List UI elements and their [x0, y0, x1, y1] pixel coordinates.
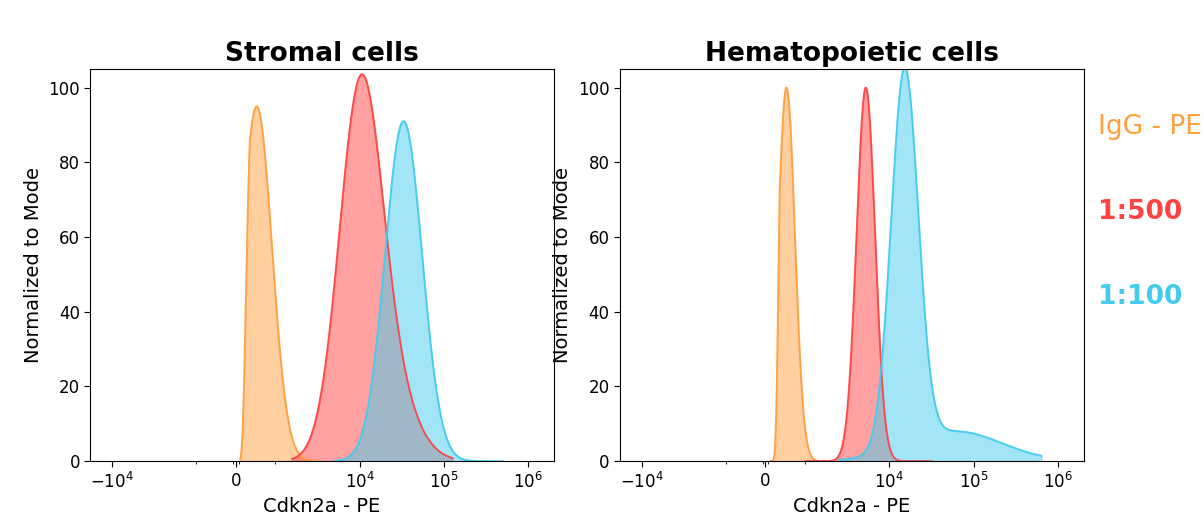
Text: 1:500: 1:500	[1098, 199, 1182, 225]
Text: IgG - PE: IgG - PE	[1098, 114, 1202, 140]
X-axis label: Cdkn2a - PE: Cdkn2a - PE	[793, 497, 910, 516]
Title: Stromal cells: Stromal cells	[225, 41, 419, 67]
X-axis label: Cdkn2a - PE: Cdkn2a - PE	[264, 497, 380, 516]
Y-axis label: Normalized to Mode: Normalized to Mode	[24, 167, 42, 363]
Text: 1:100: 1:100	[1098, 284, 1182, 310]
Title: Hematopoietic cells: Hematopoietic cells	[704, 41, 999, 67]
Y-axis label: Normalized to Mode: Normalized to Mode	[554, 167, 572, 363]
